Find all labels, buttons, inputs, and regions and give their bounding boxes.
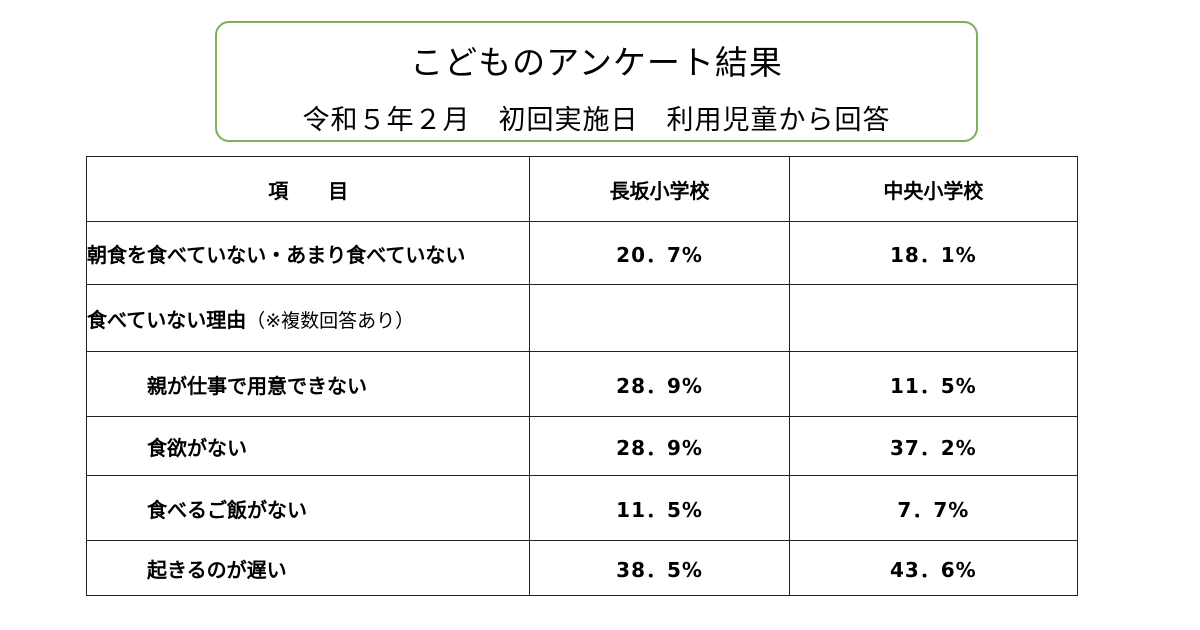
table-row: 朝食を食べていない・あまり食べていない 20．7% 18．1% [85,221,1079,285]
table-header-row: 項 目 長坂小学校 中央小学校 [85,156,1079,222]
nagasaka-value: 11．5% [529,475,790,541]
page-subtitle: 令和５年２月 初回実施日 利用児童から回答 [302,105,891,136]
column-header-item: 項 目 [85,156,531,222]
column-header-chuo: 中央小学校 [788,156,1079,222]
row-label: 食べるご飯がない [85,475,531,541]
nagasaka-value: 28．9% [529,351,790,417]
chuo-value: 18．1% [788,221,1079,285]
row-label: 朝食を食べていない・あまり食べていない [85,221,531,285]
title-box: こどものアンケート結果 令和５年２月 初回実施日 利用児童から回答 [215,21,978,142]
chuo-value [788,284,1079,352]
chuo-value: 7．7% [788,475,1079,541]
row-label-cell: 食べていない理由（※複数回答あり） [85,284,531,352]
row-label: 親が仕事で用意できない [85,351,531,417]
nagasaka-value: 38．5% [529,540,790,596]
nagasaka-value [529,284,790,352]
chuo-value: 37．2% [788,416,1079,476]
nagasaka-value: 20．7% [529,221,790,285]
nagasaka-value: 28．9% [529,416,790,476]
page-title: こどものアンケート結果 [410,43,783,82]
row-label: 食欲がない [85,416,531,476]
row-note: （※複数回答あり） [246,309,415,332]
table-row: 起きるのが遅い 38．5% 43．6% [85,540,1079,596]
row-label: 食べていない理由 [87,307,247,332]
chuo-value: 11．5% [788,351,1079,417]
table-row: 親が仕事で用意できない 28．9% 11．5% [85,351,1079,417]
table-row: 食べるご飯がない 11．5% 7．7% [85,475,1079,541]
table-row: 食欲がない 28．9% 37．2% [85,416,1079,476]
column-header-nagasaka: 長坂小学校 [529,156,790,222]
row-label: 起きるのが遅い [85,540,531,596]
results-table: 項 目 長坂小学校 中央小学校 朝食を食べていない・あまり食べていない 20．7… [85,156,1079,596]
table-row: 食べていない理由（※複数回答あり） [85,284,1079,352]
chuo-value: 43．6% [788,540,1079,596]
